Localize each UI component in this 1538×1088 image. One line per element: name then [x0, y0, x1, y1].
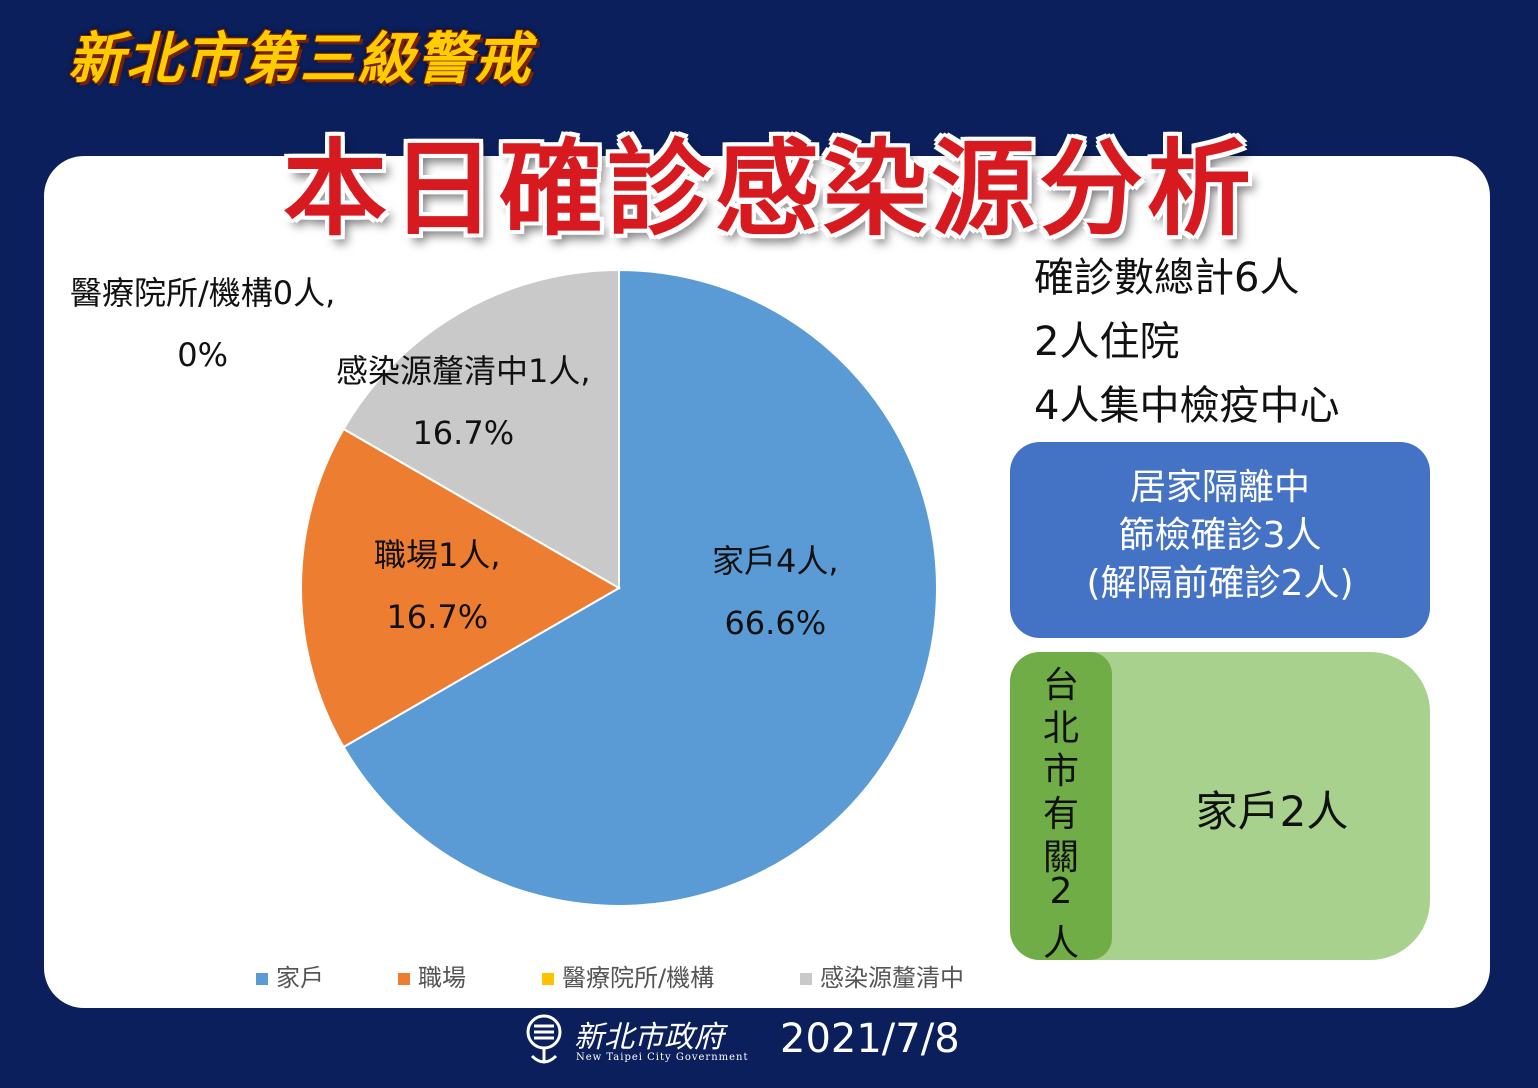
- legend-item-workplace: 職場: [398, 958, 466, 993]
- label-family-percent: 66.6%: [724, 604, 827, 642]
- side-char: 人: [1042, 923, 1079, 960]
- label-family-name: 家戶4人,: [712, 542, 839, 580]
- label-workplace-percent: 16.7%: [386, 598, 489, 636]
- legend-swatch: [256, 973, 268, 985]
- government-name: 新北市政府: [574, 1020, 724, 1055]
- label-unknown-percent: 16.7%: [412, 414, 515, 452]
- side-char: 2: [1049, 871, 1073, 912]
- side-char: 市: [1042, 751, 1079, 792]
- side-char: 台: [1042, 665, 1079, 706]
- page-title: 本日確診感染源分析: [282, 128, 1255, 250]
- label-medical-percent: 0%: [177, 336, 229, 374]
- pie-slice-unknown: [342, 268, 620, 590]
- government-name-en: New Taipei City Government: [576, 1052, 749, 1063]
- taipei-related-box: 台 北 市 有 關 2 人 家戶2人: [1010, 652, 1430, 960]
- report-date: 2021/7/8: [780, 1016, 960, 1062]
- summary-stats: 確診數總計6人 2人住院 4人集中檢疫中心: [1034, 246, 1339, 438]
- stat-total: 確診數總計6人: [1034, 255, 1300, 301]
- label-medical-name: 醫療院所/機構0人,: [70, 274, 336, 312]
- label-unknown-source: 感染源釐清中1人, 16.7%: [336, 340, 591, 464]
- side-char: 關: [1042, 837, 1079, 878]
- legend-swatch: [398, 973, 410, 985]
- legend-item-family: 家戶: [256, 958, 324, 993]
- taipei-related-main-text: 家戶2人: [1195, 787, 1349, 836]
- side-char: 有: [1042, 794, 1079, 835]
- subtitle: 新北市第三級警戒: [68, 27, 532, 92]
- legend-label: 感染源釐清中: [820, 964, 964, 992]
- home-isolation-line3: (解隔前確診2人): [1086, 563, 1354, 604]
- legend-item-unknown: 感染源釐清中: [800, 958, 964, 993]
- legend-swatch: [542, 973, 554, 985]
- legend-item-medical: 醫療院所/機構: [542, 958, 714, 993]
- label-workplace: 職場1人, 16.7%: [374, 524, 501, 648]
- government-logo-icon: [526, 1014, 562, 1064]
- label-unknown-name: 感染源釐清中1人,: [336, 352, 591, 390]
- label-medical: 醫療院所/機構0人, 0%: [70, 262, 335, 386]
- pie-slice-workplace: [300, 427, 621, 749]
- home-isolation-box: 居家隔離中 篩檢確診3人 (解隔前確診2人): [1010, 442, 1430, 638]
- legend-label: 職場: [418, 964, 466, 992]
- home-isolation-line1: 居家隔離中: [1129, 467, 1310, 508]
- stat-quarantine: 4人集中檢疫中心: [1034, 383, 1340, 429]
- home-isolation-line2: 篩檢確診3人: [1118, 515, 1322, 556]
- label-workplace-name: 職場1人,: [374, 536, 501, 574]
- pie-slice-family: [342, 268, 938, 907]
- side-char: 北: [1042, 708, 1079, 749]
- stat-hospitalized: 2人住院: [1034, 319, 1180, 365]
- taipei-related-side-label: 台 北 市 有 關 2 人: [1010, 652, 1112, 960]
- legend-label: 醫療院所/機構: [562, 964, 715, 992]
- legend-label: 家戶: [276, 964, 324, 992]
- label-family: 家戶4人, 66.6%: [712, 530, 839, 654]
- legend-swatch: [800, 973, 812, 985]
